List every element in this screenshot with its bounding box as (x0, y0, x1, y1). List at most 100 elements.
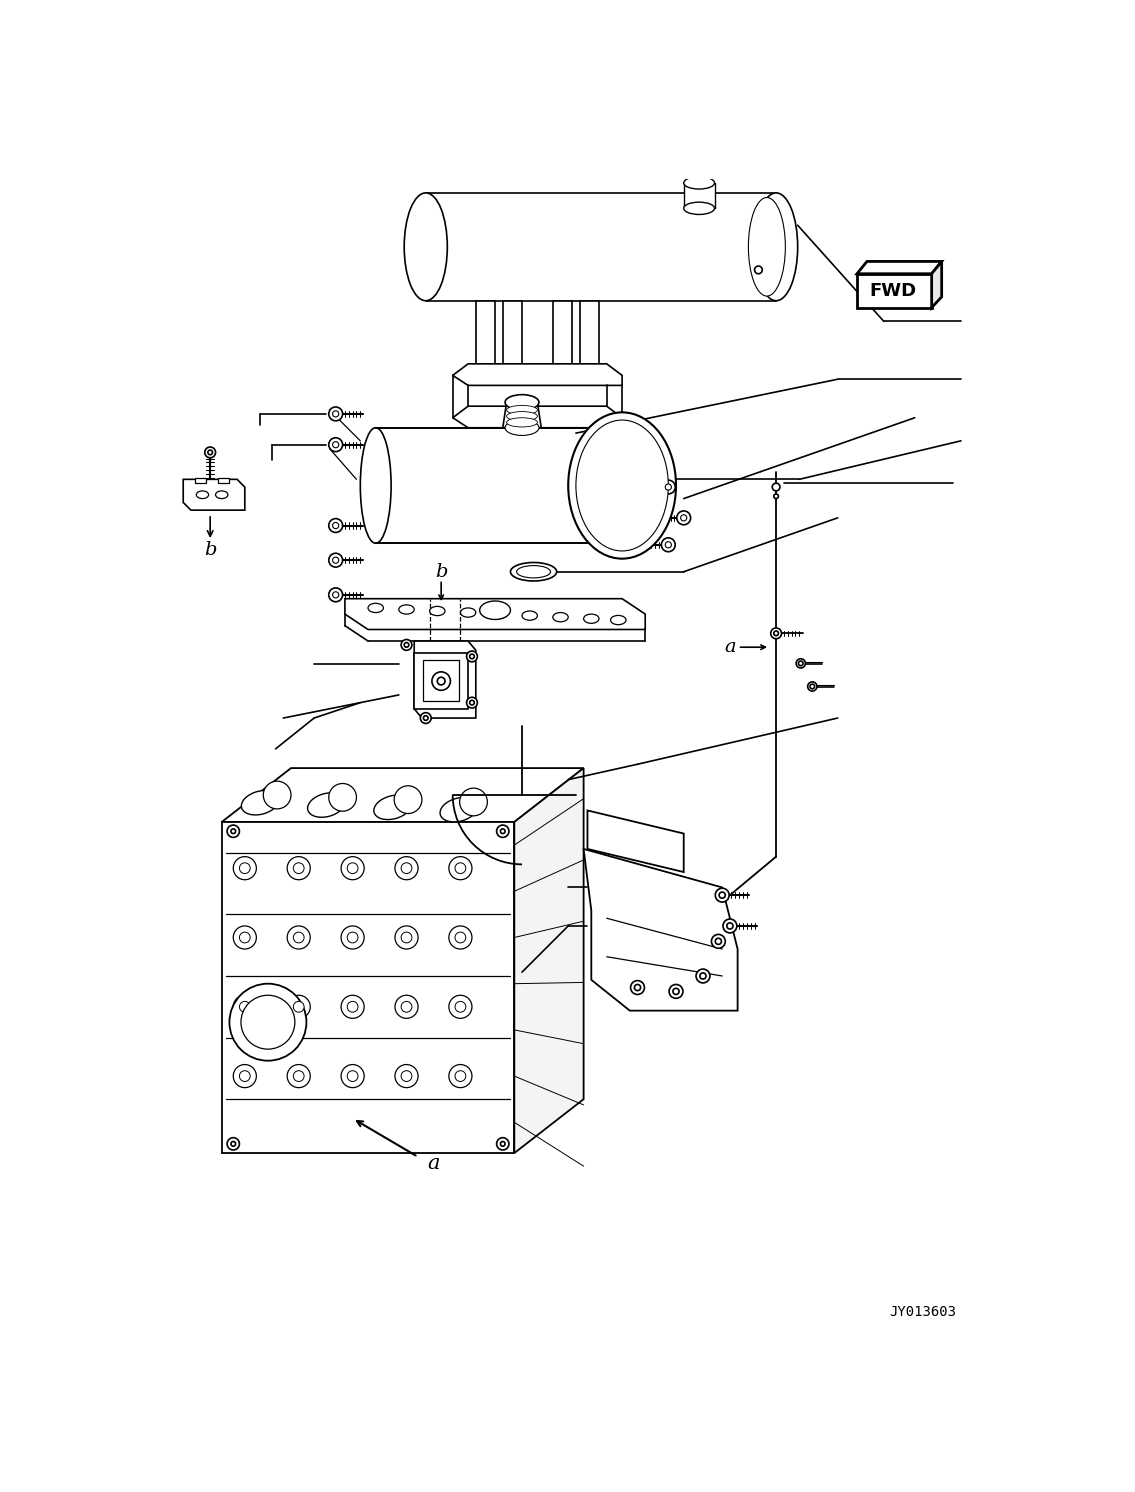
Polygon shape (514, 768, 583, 1153)
Circle shape (676, 510, 690, 525)
Polygon shape (453, 364, 622, 385)
Ellipse shape (505, 421, 539, 436)
Circle shape (401, 640, 412, 651)
Circle shape (395, 1064, 418, 1088)
Ellipse shape (611, 615, 627, 625)
Ellipse shape (480, 601, 511, 619)
Polygon shape (553, 301, 572, 370)
Circle shape (681, 515, 687, 521)
Circle shape (263, 782, 291, 809)
Circle shape (774, 494, 779, 498)
Ellipse shape (440, 797, 478, 822)
Polygon shape (857, 261, 942, 273)
Circle shape (347, 932, 358, 943)
Ellipse shape (216, 491, 228, 498)
Polygon shape (932, 261, 942, 307)
Circle shape (347, 1071, 358, 1082)
Circle shape (662, 480, 675, 494)
Circle shape (230, 830, 236, 834)
Circle shape (394, 786, 422, 813)
Circle shape (395, 995, 418, 1019)
Circle shape (401, 862, 412, 874)
Circle shape (448, 995, 472, 1019)
Circle shape (234, 856, 257, 880)
Circle shape (395, 927, 418, 949)
Circle shape (329, 554, 343, 567)
Circle shape (712, 934, 725, 949)
Text: a: a (724, 639, 735, 656)
Circle shape (287, 856, 310, 880)
Circle shape (432, 671, 451, 691)
Circle shape (726, 924, 733, 930)
Circle shape (340, 856, 364, 880)
Circle shape (329, 588, 343, 601)
Circle shape (293, 932, 304, 943)
Polygon shape (195, 477, 207, 483)
Circle shape (329, 437, 343, 452)
Circle shape (470, 653, 474, 659)
Circle shape (239, 932, 250, 943)
Circle shape (673, 988, 679, 995)
Polygon shape (453, 406, 622, 428)
Circle shape (631, 980, 645, 995)
Circle shape (420, 713, 431, 724)
Circle shape (665, 542, 672, 548)
Ellipse shape (683, 201, 715, 215)
Circle shape (208, 451, 212, 455)
Ellipse shape (242, 791, 279, 815)
Circle shape (287, 995, 310, 1019)
Circle shape (229, 983, 306, 1061)
Circle shape (401, 1071, 412, 1082)
Ellipse shape (583, 615, 599, 624)
Circle shape (501, 1141, 505, 1146)
Circle shape (404, 643, 409, 648)
Circle shape (437, 677, 445, 685)
Circle shape (340, 1064, 364, 1088)
Ellipse shape (404, 192, 447, 301)
Circle shape (333, 557, 338, 564)
Circle shape (634, 985, 640, 991)
Circle shape (670, 985, 683, 998)
Circle shape (497, 825, 508, 837)
Circle shape (501, 830, 505, 834)
Circle shape (239, 862, 250, 874)
Circle shape (720, 892, 725, 898)
Polygon shape (183, 479, 245, 510)
Polygon shape (376, 428, 607, 543)
Ellipse shape (398, 604, 414, 615)
Ellipse shape (196, 491, 209, 498)
Text: a: a (427, 1153, 439, 1173)
Circle shape (448, 927, 472, 949)
Ellipse shape (461, 607, 476, 618)
Ellipse shape (553, 613, 569, 622)
Circle shape (700, 973, 706, 979)
Ellipse shape (569, 412, 676, 558)
Ellipse shape (505, 395, 539, 410)
Circle shape (293, 1001, 304, 1012)
Ellipse shape (516, 565, 550, 577)
Circle shape (455, 932, 465, 943)
Circle shape (234, 927, 257, 949)
Polygon shape (221, 822, 514, 1153)
Ellipse shape (522, 612, 537, 621)
Circle shape (347, 862, 358, 874)
Polygon shape (503, 301, 522, 370)
Circle shape (239, 1001, 250, 1012)
Circle shape (347, 1001, 358, 1012)
Circle shape (234, 1064, 257, 1088)
Circle shape (808, 682, 817, 691)
Ellipse shape (511, 562, 556, 580)
Text: b: b (435, 562, 447, 580)
Circle shape (333, 442, 338, 448)
Circle shape (401, 1001, 412, 1012)
Circle shape (466, 697, 478, 709)
Circle shape (329, 407, 343, 421)
Circle shape (204, 448, 216, 458)
Circle shape (460, 788, 487, 816)
Circle shape (715, 888, 729, 903)
Polygon shape (414, 642, 476, 718)
Circle shape (241, 995, 295, 1049)
Ellipse shape (506, 412, 537, 421)
Polygon shape (345, 598, 645, 630)
Circle shape (455, 1001, 465, 1012)
